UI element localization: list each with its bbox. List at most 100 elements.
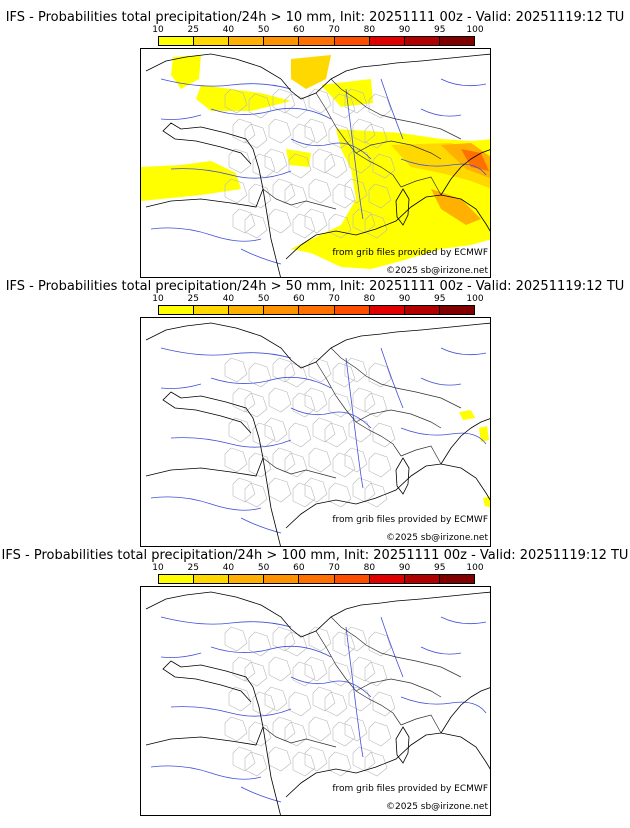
- coastline: [145, 591, 490, 638]
- department-border: [352, 118, 376, 144]
- river-line: [420, 108, 462, 117]
- colorbar-tick-label: 70: [328, 563, 340, 573]
- department-border: [368, 721, 392, 747]
- colorbar-segment: [299, 37, 335, 45]
- river-line: [150, 496, 262, 511]
- country-border: [355, 140, 442, 160]
- department-border: [268, 118, 292, 144]
- department-border: [364, 213, 388, 239]
- colorbar-tick-label: 40: [222, 563, 235, 573]
- department-border: [232, 118, 256, 144]
- probability-colorbar: [158, 574, 475, 584]
- department-border: [304, 746, 328, 772]
- precip-area: [483, 496, 490, 508]
- colorbar-tick-label: 100: [466, 294, 484, 304]
- river-line: [170, 706, 292, 717]
- river-line: [150, 227, 262, 242]
- river-line: [160, 383, 202, 389]
- country-border: [400, 176, 442, 196]
- department-border: [328, 482, 352, 508]
- colorbar-tick-label: 100: [466, 25, 484, 35]
- colorbar-tick-label: 95: [434, 294, 446, 304]
- source-credit: from grib files provided by ECMWF: [332, 515, 488, 525]
- probability-map: [140, 586, 491, 816]
- colorbar-tick-label: 95: [434, 563, 446, 573]
- department-border: [252, 422, 276, 448]
- department-border: [332, 452, 356, 478]
- corsica-coastline: [395, 726, 410, 764]
- department-border: [344, 716, 368, 742]
- department-border: [328, 123, 352, 149]
- river-line: [150, 765, 262, 780]
- colorbar-ticks: 10 25 40 50 60 70 80 90 95 100: [152, 562, 483, 574]
- colorbar-segment: [159, 575, 195, 583]
- colorbar-tick-label: 60: [293, 563, 305, 573]
- colorbar-tick-label: 10: [152, 294, 164, 304]
- department-border: [268, 477, 292, 503]
- river-line: [345, 88, 364, 220]
- department-border: [284, 721, 308, 747]
- department-border: [332, 93, 356, 119]
- colorbar-tick-label: 50: [257, 563, 270, 573]
- country-border: [330, 616, 462, 678]
- river-line: [400, 696, 487, 714]
- department-border: [232, 477, 256, 503]
- coastline: [285, 732, 490, 798]
- department-border: [308, 88, 332, 114]
- department-border: [264, 417, 288, 443]
- department-border: [372, 691, 396, 717]
- colorbar-tick-label: 25: [187, 25, 199, 35]
- department-border: [308, 178, 332, 204]
- department-border: [252, 691, 276, 717]
- map-canvas: [145, 322, 490, 546]
- colorbar-segment: [334, 575, 370, 583]
- department-border: [368, 631, 392, 657]
- river-line: [160, 78, 292, 90]
- river-line: [345, 357, 364, 489]
- coastline: [162, 660, 252, 703]
- colorbar-tick-label: 90: [398, 25, 411, 35]
- colorbar-segment: [404, 306, 440, 314]
- river-line: [160, 114, 202, 120]
- colorbar-segment: [159, 306, 195, 314]
- colorbar-tick-label: 10: [152, 25, 164, 35]
- precip-area: [431, 189, 481, 225]
- country-border: [262, 457, 337, 479]
- colorbar-tick-label: 50: [257, 294, 270, 304]
- department-border: [272, 626, 296, 652]
- coastline: [162, 391, 252, 434]
- coastline: [440, 418, 490, 465]
- department-border: [328, 392, 352, 418]
- department-border: [308, 716, 332, 742]
- river-line: [400, 158, 487, 176]
- department-border: [272, 88, 296, 114]
- country-border: [262, 726, 337, 748]
- precip-area: [171, 55, 201, 89]
- colorbar-tick-label: 40: [222, 294, 235, 304]
- department-border: [344, 357, 368, 383]
- river-line: [345, 626, 364, 758]
- department-border: [328, 213, 352, 239]
- country-border: [330, 78, 462, 140]
- department-border: [232, 387, 256, 413]
- department-border: [364, 482, 388, 508]
- department-border: [332, 631, 356, 657]
- department-border: [364, 392, 388, 418]
- department-border: [244, 661, 268, 687]
- colorbar-segment: [369, 37, 405, 45]
- coastline: [180, 664, 281, 815]
- department-border: [252, 153, 276, 179]
- department-border: [292, 392, 316, 418]
- river-line: [160, 652, 202, 658]
- department-border: [224, 88, 248, 114]
- precip-area: [479, 426, 489, 442]
- copyright-credit: ©2025 sb@irizone.net: [386, 802, 488, 812]
- colorbar-segment: [264, 306, 300, 314]
- department-border: [248, 452, 272, 478]
- department-border: [248, 721, 272, 747]
- department-border: [284, 452, 308, 478]
- department-border: [272, 447, 296, 473]
- department-border: [324, 691, 348, 717]
- coastline: [162, 122, 252, 165]
- department-border: [264, 686, 288, 712]
